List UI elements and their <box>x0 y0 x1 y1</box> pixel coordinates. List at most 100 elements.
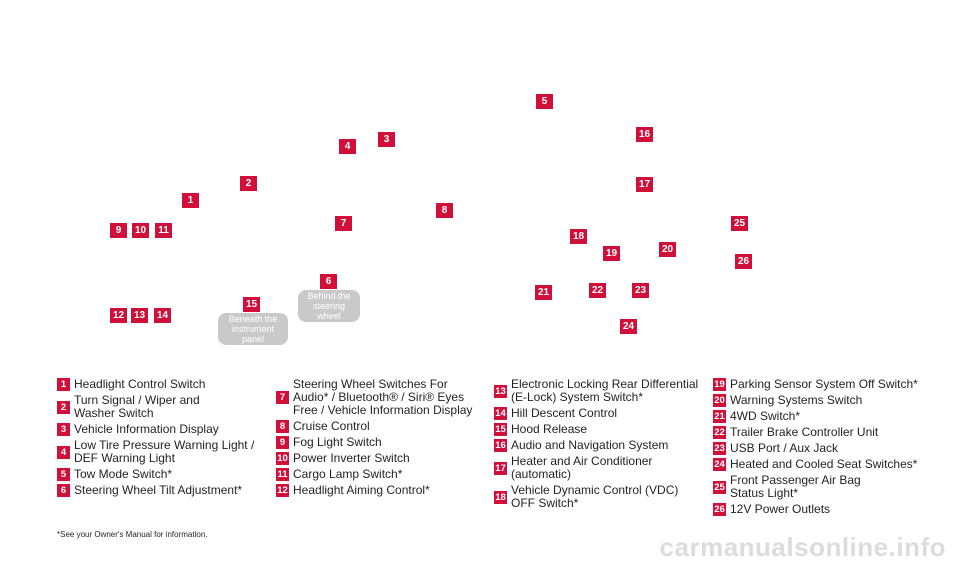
marker-3: 3 <box>378 132 395 147</box>
legend-label: Audio and Navigation System <box>511 438 669 452</box>
legend-label: Hood Release <box>511 422 588 436</box>
legend-label: Electronic Locking Rear Differential (E-… <box>511 377 699 404</box>
legend-label: Cruise Control <box>293 419 370 433</box>
marker-16: 16 <box>636 127 653 142</box>
legend-number: 7 <box>276 391 289 404</box>
note-beneath-instrument-panel: Beneath the instrument panel <box>218 313 288 345</box>
legend-number: 6 <box>57 484 70 497</box>
legend-item: 1 Headlight Control Switch <box>57 378 272 391</box>
legend-number: 26 <box>713 503 726 516</box>
legend-item: 12 Headlight Aiming Control* <box>276 484 476 497</box>
legend-number: 16 <box>494 439 507 452</box>
marker-24: 24 <box>620 319 637 334</box>
legend-label: Headlight Control Switch <box>74 377 206 391</box>
legend-number: 20 <box>713 394 726 407</box>
legend-number: 17 <box>494 461 507 475</box>
legend-item: 2 Turn Signal / Wiper and Washer Switch <box>57 394 272 420</box>
legend-number: 15 <box>494 423 507 436</box>
legend-number: 1 <box>57 378 70 391</box>
legend-label: Vehicle Information Display <box>74 422 219 436</box>
marker-4: 4 <box>339 139 356 154</box>
marker-8: 8 <box>436 203 453 218</box>
legend-label: Low Tire Pressure Warning Light / DEF Wa… <box>74 438 255 465</box>
legend-item: 14 Hill Descent Control <box>494 407 706 420</box>
legend-number: 23 <box>713 442 726 455</box>
marker-13: 13 <box>131 308 148 323</box>
marker-22: 22 <box>589 283 606 298</box>
legend-item: 8 Cruise Control <box>276 420 476 433</box>
legend-column-3: 13 Electronic Locking Rear Differential (… <box>494 378 706 513</box>
legend-number: 11 <box>276 468 289 481</box>
legend-label: 4WD Switch* <box>730 409 801 423</box>
legend-item: 9 Fog Light Switch <box>276 436 476 449</box>
legend-item: 11 Cargo Lamp Switch* <box>276 468 476 481</box>
legend-label: Vehicle Dynamic Control (VDC) OFF Switch… <box>511 483 679 510</box>
marker-5: 5 <box>536 94 553 109</box>
marker-14: 14 <box>154 308 171 323</box>
legend-label: Front Passenger Air Bag Status Light* <box>730 473 861 500</box>
legend-number: 22 <box>713 426 726 439</box>
legend-column-2: 7 Steering Wheel Switches For Audio* / Bl… <box>276 378 476 500</box>
marker-12: 12 <box>110 308 127 323</box>
legend-item: 4 Low Tire Pressure Warning Light / DEF W… <box>57 439 272 465</box>
legend-label: Steering Wheel Switches For Audio* / Blu… <box>293 377 473 417</box>
marker-9: 9 <box>110 223 127 238</box>
legend-item: 20 Warning Systems Switch <box>713 394 948 407</box>
marker-17: 17 <box>636 177 653 192</box>
legend-label: Warning Systems Switch <box>730 393 863 407</box>
legend-item: 10 Power Inverter Switch <box>276 452 476 465</box>
marker-20: 20 <box>659 242 676 257</box>
legend-item: 19 Parking Sensor System Off Switch* <box>713 378 948 391</box>
legend-label: USB Port / Aux Jack <box>730 441 839 455</box>
marker-10: 10 <box>132 223 149 238</box>
legend-label: Hill Descent Control <box>511 406 618 420</box>
legend-item: 5 Tow Mode Switch* <box>57 468 272 481</box>
footnote: *See your Owner's Manual for information… <box>57 530 208 539</box>
marker-21: 21 <box>535 285 552 300</box>
legend-number: 10 <box>276 452 289 465</box>
marker-2: 2 <box>240 176 257 191</box>
marker-19: 19 <box>603 246 620 261</box>
legend-label: Turn Signal / Wiper and Washer Switch <box>74 393 200 420</box>
legend-item: 21 4WD Switch* <box>713 410 948 423</box>
legend-label: Trailer Brake Controller Unit <box>730 425 879 439</box>
legend-label: 12V Power Outlets <box>730 502 831 516</box>
legend-label: Fog Light Switch <box>293 435 382 449</box>
legend-label: Parking Sensor System Off Switch* <box>730 377 918 391</box>
legend-number: 21 <box>713 410 726 423</box>
legend-column-1: 1 Headlight Control Switch 2 Turn Signal /… <box>57 378 272 500</box>
note-behind-steering-wheel: Behind the steering wheel <box>298 290 360 322</box>
legend-number: 13 <box>494 384 507 398</box>
legend-item: 15 Hood Release <box>494 423 706 436</box>
legend-column-4: 19 Parking Sensor System Off Switch* 20 Wa… <box>713 378 948 519</box>
legend-item: 24 Heated and Cooled Seat Switches* <box>713 458 948 471</box>
legend-number: 2 <box>57 400 70 414</box>
legend-number: 25 <box>713 480 726 494</box>
legend-label: Heater and Air Conditioner (automatic) <box>511 454 653 481</box>
marker-23: 23 <box>632 283 649 298</box>
watermark: carmanualsonline.info <box>659 532 946 562</box>
legend-number: 19 <box>713 378 726 391</box>
legend-label: Heated and Cooled Seat Switches* <box>730 457 918 471</box>
marker-18: 18 <box>570 229 587 244</box>
marker-26: 26 <box>735 254 752 269</box>
legend-label: Headlight Aiming Control* <box>293 483 430 497</box>
legend-item: 23 USB Port / Aux Jack <box>713 442 948 455</box>
legend-item: 6 Steering Wheel Tilt Adjustment* <box>57 484 272 497</box>
legend-item: 26 12V Power Outlets <box>713 503 948 516</box>
legend-item: 7 Steering Wheel Switches For Audio* / Bl… <box>276 378 476 417</box>
legend-label: Steering Wheel Tilt Adjustment* <box>74 483 243 497</box>
legend-number: 5 <box>57 468 70 481</box>
legend-number: 14 <box>494 407 507 420</box>
legend-item: 17 Heater and Air Conditioner (automatic) <box>494 455 706 481</box>
marker-15: 15 <box>243 297 260 312</box>
legend-label: Cargo Lamp Switch* <box>293 467 403 481</box>
legend-number: 3 <box>57 423 70 436</box>
legend-label: Tow Mode Switch* <box>74 467 173 481</box>
legend-number: 12 <box>276 484 289 497</box>
legend-number: 8 <box>276 420 289 433</box>
legend-item: 25 Front Passenger Air Bag Status Light* <box>713 474 948 500</box>
marker-1: 1 <box>182 193 199 208</box>
legend-number: 18 <box>494 490 507 504</box>
legend-item: 18 Vehicle Dynamic Control (VDC) OFF Swit… <box>494 484 706 510</box>
